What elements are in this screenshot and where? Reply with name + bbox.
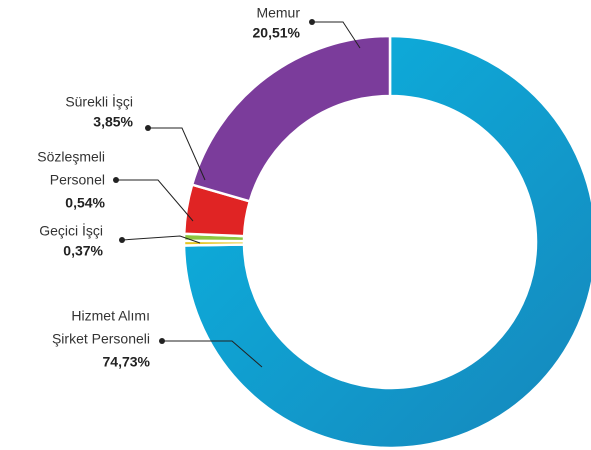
value-label: 74,73% <box>103 354 151 370</box>
slice-label: Şirket Personeli <box>52 331 150 347</box>
value-label: 20,51% <box>253 25 301 41</box>
slice-label: Geçici İşçi <box>39 222 103 239</box>
leader-lines <box>113 19 361 368</box>
value-label: 3,85% <box>93 114 133 130</box>
slice-label: Personel <box>50 172 105 188</box>
donut <box>182 34 591 450</box>
slice <box>182 34 591 450</box>
labels: Hizmet Alımı Şirket Personeli 74,73% Geçici… <box>37 5 300 370</box>
slice-label: Hizmet Alımı <box>71 308 150 324</box>
slice-label: Memur <box>256 5 300 21</box>
slice-label: Sözleşmeli <box>37 149 105 165</box>
slice <box>190 34 392 203</box>
value-label: 0,54% <box>65 195 105 211</box>
slice-label: Sürekli İşçi <box>65 93 133 110</box>
value-label: 0,37% <box>63 243 103 259</box>
